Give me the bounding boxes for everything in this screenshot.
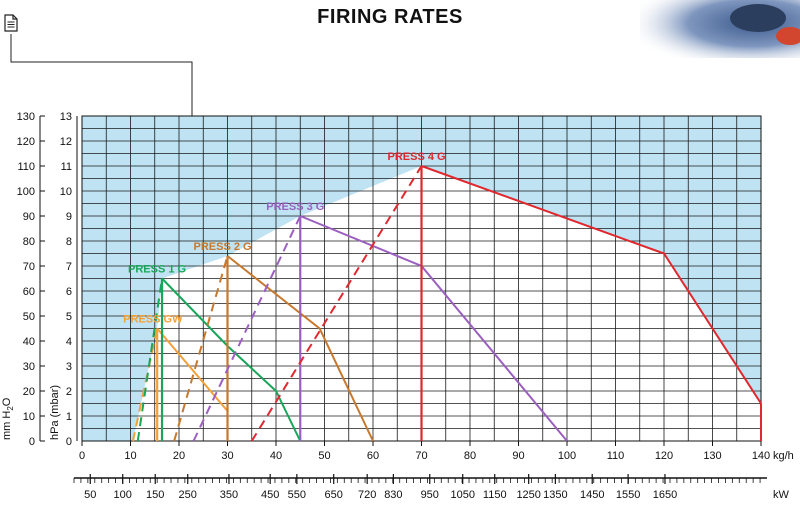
kw-tick-label: 650 — [325, 489, 343, 501]
connector-line — [10, 34, 193, 116]
kg-tick-label: 80 — [464, 450, 476, 462]
document-icon[interactable] — [4, 14, 18, 32]
mm-tick-label: 0 — [29, 436, 35, 448]
kw-tick-label: 830 — [384, 489, 402, 501]
mm-tick-label: 120 — [17, 136, 35, 148]
kg-tick-label: 110 — [607, 450, 625, 462]
connector-path — [10, 34, 193, 116]
kw-tick-label: 50 — [84, 489, 96, 501]
series-lines — [131, 165, 762, 442]
hpa-tick-label: 8 — [66, 236, 72, 248]
hpa-tick-label: 5 — [66, 311, 72, 323]
mm-tick-label: 30 — [23, 361, 35, 373]
hpa-tick-label: 2 — [66, 386, 72, 398]
kg-tick-label: 60 — [367, 450, 379, 462]
kw-tick-label: 250 — [179, 489, 197, 501]
mm-tick-label: 40 — [23, 336, 35, 348]
hpa-axis-label: hPa (mbar) — [49, 385, 61, 440]
hpa-tick-label: 6 — [66, 286, 72, 298]
hpa-tick-label: 4 — [66, 336, 72, 348]
hpa-tick-label: 1 — [66, 411, 72, 423]
hpa-tick-label: 3 — [66, 361, 72, 373]
mm-tick-label: 80 — [23, 236, 35, 248]
kw-tick-label: 450 — [261, 489, 279, 501]
kw-tick-label: 1050 — [450, 489, 474, 501]
kg-tick-label: 130 — [703, 450, 721, 462]
press-1-g-label: PRESS 1 G — [128, 264, 186, 276]
kw-tick-label: 100 — [114, 489, 132, 501]
kw-tick-label: 1150 — [483, 489, 507, 501]
press-2-g-ramp-line — [173, 255, 229, 442]
kg-tick-label: 90 — [512, 450, 524, 462]
mm-axis-label: mm H2O — [1, 397, 15, 440]
kw-tick-label: 1250 — [516, 489, 540, 501]
kw-tick-label: 350 — [220, 489, 238, 501]
kg-tick-label: 20 — [173, 450, 185, 462]
kg-tick-label: 40 — [270, 450, 282, 462]
press-4-g-curve-line — [421, 165, 762, 441]
mm-tick-label: 20 — [23, 386, 35, 398]
mm-tick-label: 70 — [23, 261, 35, 273]
burner-photo — [640, 0, 800, 58]
kg-tick-label: 100 — [558, 450, 576, 462]
hpa-tick-label: 7 — [66, 261, 72, 273]
kg-tick-label: 10 — [124, 450, 136, 462]
press-4-g-label: PRESS 4 G — [388, 151, 446, 163]
mm-tick-label: 60 — [23, 286, 35, 298]
mm-tick-label: 50 — [23, 311, 35, 323]
series-labels: PRESS GW PRESS 1 G PRESS 2 G PRESS 3 G PRESS… — [123, 151, 445, 326]
kg-tick-label: 0 — [79, 450, 85, 462]
press-2-g-label: PRESS 2 G — [194, 241, 252, 253]
mm-tick-label: 100 — [17, 186, 35, 198]
kw-tick-label: 550 — [288, 489, 306, 501]
press-3-g-ramp-line — [192, 215, 302, 442]
press-2-g-curve-line — [226, 255, 374, 442]
kw-tick-label: 1350 — [543, 489, 567, 501]
grid — [81, 115, 762, 442]
press-1-g-curve-line — [161, 277, 302, 442]
hpa-tick-label: 11 — [61, 161, 72, 173]
press-1-g-ramp-line — [136, 278, 164, 442]
hpa-tick-label: 13 — [60, 111, 72, 123]
press-gw-label: PRESS GW — [123, 314, 183, 326]
press-3-g-label: PRESS 3 G — [266, 201, 324, 213]
kw-tick-label: 950 — [421, 489, 439, 501]
kw-tick-label: 1650 — [653, 489, 677, 501]
kg-axis-label: kg/h — [773, 450, 794, 462]
mm-tick-label: 130 — [17, 111, 35, 123]
axes: 0102030405060708090100110120130012345678… — [1, 111, 794, 501]
kg-tick-label: 70 — [415, 450, 427, 462]
kw-axis-label: kW — [773, 489, 790, 501]
kg-tick-label: 30 — [221, 450, 233, 462]
mm-tick-label: 90 — [23, 211, 35, 223]
press-gw-ramp-line — [131, 328, 159, 442]
page-title: FIRING RATES — [317, 6, 463, 28]
press-4-g-ramp-line — [250, 165, 423, 442]
mm-tick-label: 10 — [23, 411, 35, 423]
kw-tick-label: 1450 — [580, 489, 604, 501]
kw-tick-label: 1550 — [616, 489, 640, 501]
kg-tick-label: 50 — [318, 450, 330, 462]
mm-tick-label: 110 — [17, 161, 35, 173]
kg-tick-label: 140 — [752, 450, 770, 462]
kw-tick-label: 720 — [358, 489, 376, 501]
kw-tick-label: 150 — [146, 489, 164, 501]
hpa-tick-label: 12 — [60, 136, 72, 148]
hpa-tick-label: 10 — [60, 186, 72, 198]
hpa-tick-label: 0 — [66, 436, 72, 448]
kg-tick-label: 120 — [655, 450, 673, 462]
hpa-tick-label: 9 — [66, 211, 72, 223]
